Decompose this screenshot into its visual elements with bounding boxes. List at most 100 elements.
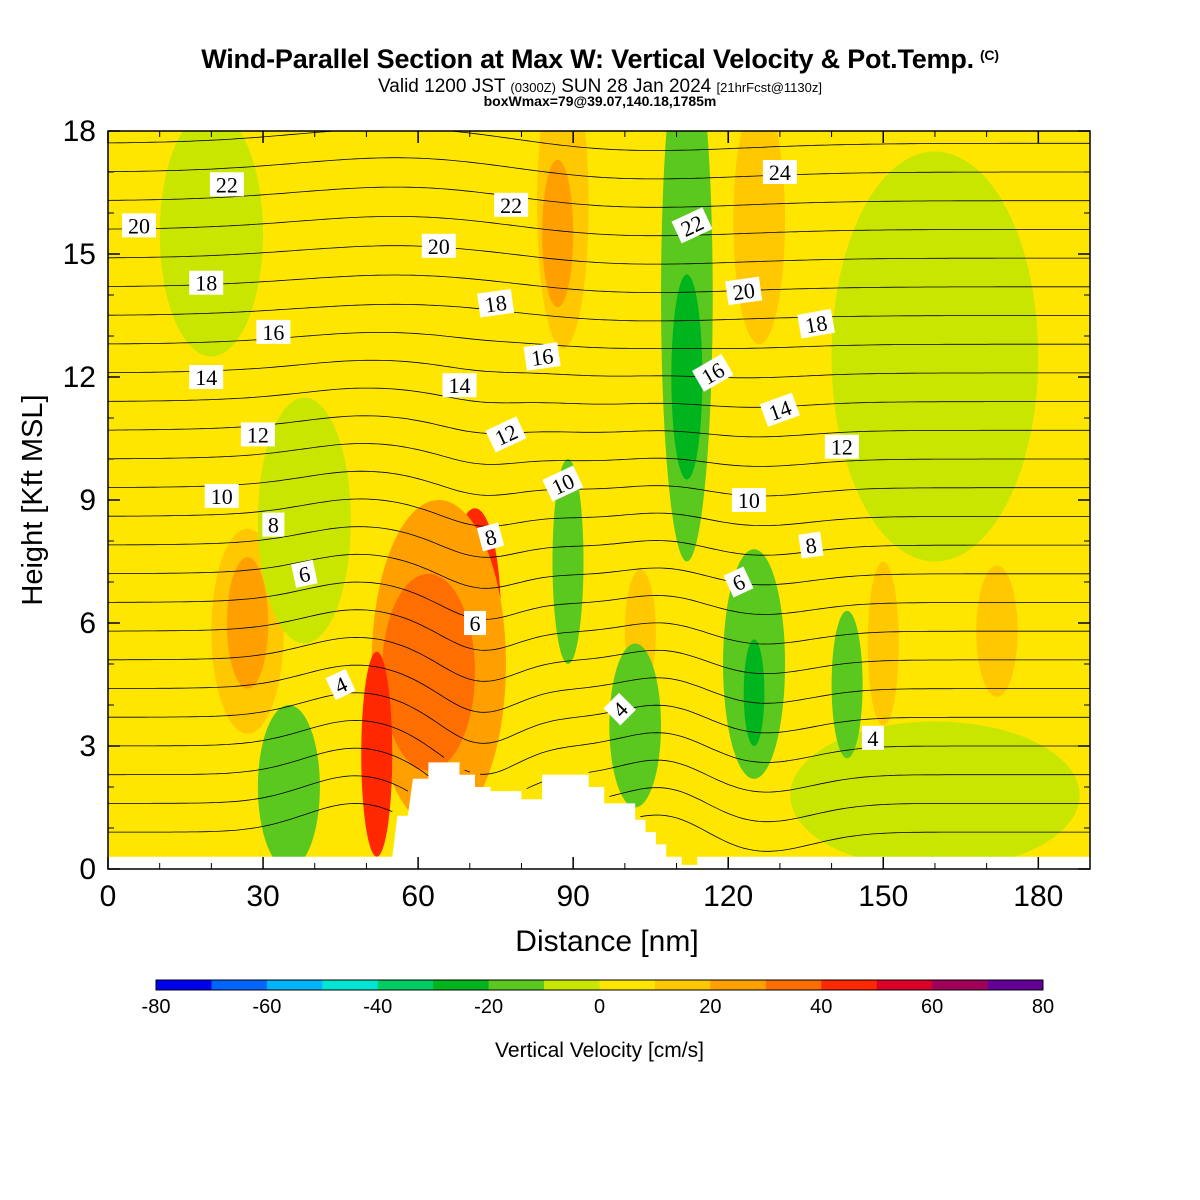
valid-time: Valid 1200 JST <box>378 76 506 97</box>
contour-label: 8 <box>798 531 824 559</box>
contour-label: 6 <box>464 611 486 636</box>
colorbar-swatch <box>377 980 434 990</box>
x-tick-label: 120 <box>703 880 753 913</box>
contour-label-text: 22 <box>216 172 238 197</box>
contour-label-box <box>725 276 763 306</box>
y-tick-label: 18 <box>63 115 96 148</box>
x-tick-label: 30 <box>246 880 279 913</box>
colorbar-tick-label: 40 <box>810 996 832 1018</box>
contour-label: 14 <box>442 373 477 398</box>
theta-contour <box>108 131 1090 151</box>
theta-contour <box>108 216 1090 237</box>
w-region <box>552 459 584 664</box>
contour-label-box <box>759 392 800 427</box>
contour-label-box <box>189 365 224 389</box>
contour-label-box <box>671 207 713 244</box>
axes: 0 30 60 90 120 150 180 0 3 6 9 12 15 18 Distance [nm] H… <box>17 115 1091 958</box>
contour-label-text: 16 <box>530 343 555 371</box>
w-region <box>671 274 703 480</box>
contour-label-box <box>798 531 824 559</box>
theta-contour <box>108 692 1090 744</box>
contour-label-box <box>523 342 561 371</box>
w-region <box>226 557 269 689</box>
colorbar-swatch <box>488 980 545 990</box>
theta-contour <box>108 303 1090 322</box>
forecast-info: [21hrFcst@1130z] <box>716 80 822 95</box>
y-tick-label: 6 <box>79 607 96 640</box>
contour-label-box <box>824 434 859 459</box>
contour-label-box <box>325 668 356 701</box>
theta-contour <box>108 443 1090 467</box>
theta-contour <box>108 775 1090 823</box>
contour-label-text: 14 <box>449 373 471 398</box>
contour-label-box <box>122 213 156 238</box>
contour-label: 18 <box>189 270 224 296</box>
theta-contour <box>108 186 1090 208</box>
x-tick-label: 180 <box>1013 880 1063 913</box>
theta-contour <box>108 274 1090 293</box>
plot-area: 2220181614121086422201816141210864222420… <box>108 131 1090 869</box>
contour-label: 10 <box>731 488 766 513</box>
contour-label-text: 6 <box>297 561 313 588</box>
theta-contour <box>108 359 1090 379</box>
colorbar-swatch <box>433 980 489 990</box>
contour-label: 10 <box>204 483 239 509</box>
contour-label-text: 18 <box>803 310 829 338</box>
colorbar-swatch <box>765 980 822 990</box>
contour-label: 4 <box>861 725 884 751</box>
x-tick-label: 60 <box>401 880 434 913</box>
contour-label-box <box>691 354 734 392</box>
colorbar-tick-label: 60 <box>921 996 943 1018</box>
contour-label-box <box>762 160 797 184</box>
contour-label-box <box>204 483 239 508</box>
colorbar-label: Vertical Velocity [cm/s] <box>495 1039 704 1062</box>
colorbar-tick-label: 80 <box>1032 996 1054 1018</box>
contour-label-text: 24 <box>769 160 791 185</box>
copyright-mark: (C) <box>979 47 999 63</box>
theta-contour <box>108 387 1090 408</box>
theta-contour <box>108 664 1090 713</box>
chart-title: Wind-Parallel Section at Max W: Vertical… <box>0 44 1200 75</box>
theta-contour <box>108 526 1090 558</box>
w-region <box>743 639 765 746</box>
contour-label: 18 <box>477 288 515 318</box>
contour-label-text: 16 <box>262 320 284 345</box>
contour-label: 12 <box>240 422 275 447</box>
theta-contour <box>108 157 1090 180</box>
contour-label-text: 12 <box>831 435 853 460</box>
contour-label-box <box>731 488 766 512</box>
colorbar-swatch <box>544 980 600 990</box>
contour-label-box <box>477 288 515 318</box>
valid-date: SUN 28 Jan 2024 <box>561 76 712 97</box>
contour-label: 20 <box>421 233 456 259</box>
y-tick-label: 0 <box>79 853 96 886</box>
x-tick-label: 0 <box>100 880 117 913</box>
colorbar-swatch <box>876 980 933 990</box>
y-axis-label: Height [Kft MSL] <box>17 394 49 605</box>
colorbar-tick-label: 20 <box>699 996 721 1018</box>
contour-label-text: 4 <box>867 726 878 751</box>
colorbar-swatch <box>710 980 767 990</box>
contour-label-box <box>240 422 275 447</box>
contour-label: 22 <box>209 172 244 197</box>
contour-label: 6 <box>723 566 754 598</box>
theta-contour <box>108 720 1090 775</box>
contour-label-box <box>485 416 527 453</box>
theta-contour <box>108 498 1090 527</box>
theta-contour-labels: 2220181614121086422201816141210864222420… <box>122 160 884 751</box>
colorbar-tick-label: -80 <box>142 996 171 1018</box>
chart-title-text: Wind-Parallel Section at Max W: Vertical… <box>201 44 974 74</box>
colorbar-swatch <box>266 980 323 990</box>
contour-label: 14 <box>759 392 800 427</box>
colorbar-swatch <box>987 980 1044 990</box>
colorbar-tick-label: 0 <box>594 996 605 1018</box>
w-region <box>381 573 475 771</box>
theta-contour <box>108 747 1090 793</box>
contour-label: 8 <box>476 522 505 552</box>
theta-contour <box>108 803 1090 852</box>
contour-label-text: 8 <box>804 532 818 558</box>
theta-contour <box>108 636 1090 682</box>
contour-label: 12 <box>824 434 859 460</box>
w-region <box>257 397 351 644</box>
theta-contour <box>108 581 1090 620</box>
